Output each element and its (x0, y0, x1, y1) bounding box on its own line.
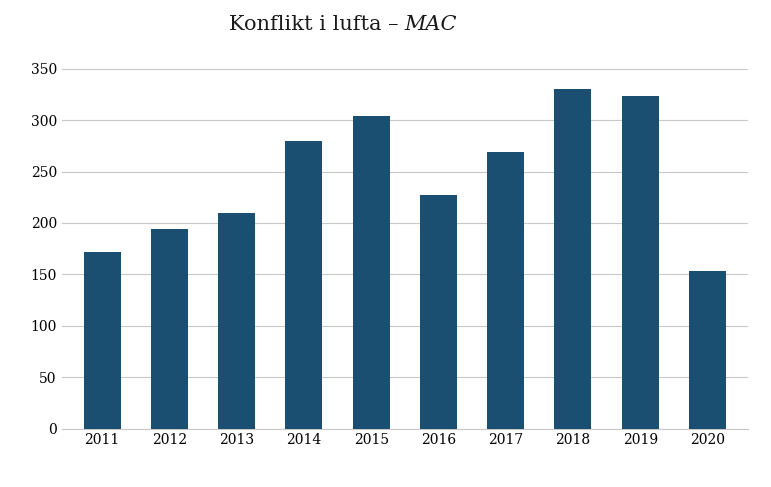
Bar (420, 195, 457, 429)
Text: MAC: MAC (405, 15, 457, 34)
Bar (352, 116, 389, 429)
Bar (285, 141, 322, 429)
Bar (487, 152, 524, 429)
Bar (621, 96, 658, 429)
Bar (554, 89, 591, 429)
Bar (83, 252, 120, 429)
Bar (151, 229, 188, 429)
Bar (689, 271, 726, 429)
Bar (218, 213, 255, 429)
Text: Konflikt i lufta –: Konflikt i lufta – (229, 15, 405, 34)
